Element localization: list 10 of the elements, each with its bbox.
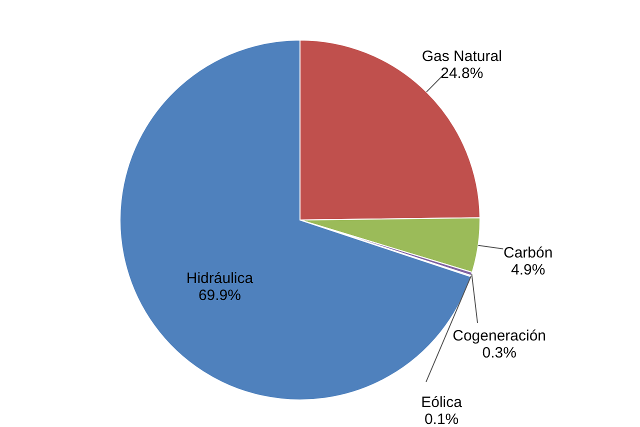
data-label: 0.1% [424, 410, 459, 427]
slice-label: Gas Natural [422, 48, 502, 66]
data-label: 4.9% [511, 261, 546, 278]
slice-label: Hidráulica [186, 270, 254, 287]
data-label: 0.3% [482, 344, 516, 362]
slice-label: Cogeneración [452, 328, 546, 345]
data-label: 69.9% [198, 286, 241, 304]
data-label: 24.8% [440, 65, 484, 82]
slice-label: Eólica [421, 394, 463, 411]
slice-label: Carbón [504, 244, 553, 262]
